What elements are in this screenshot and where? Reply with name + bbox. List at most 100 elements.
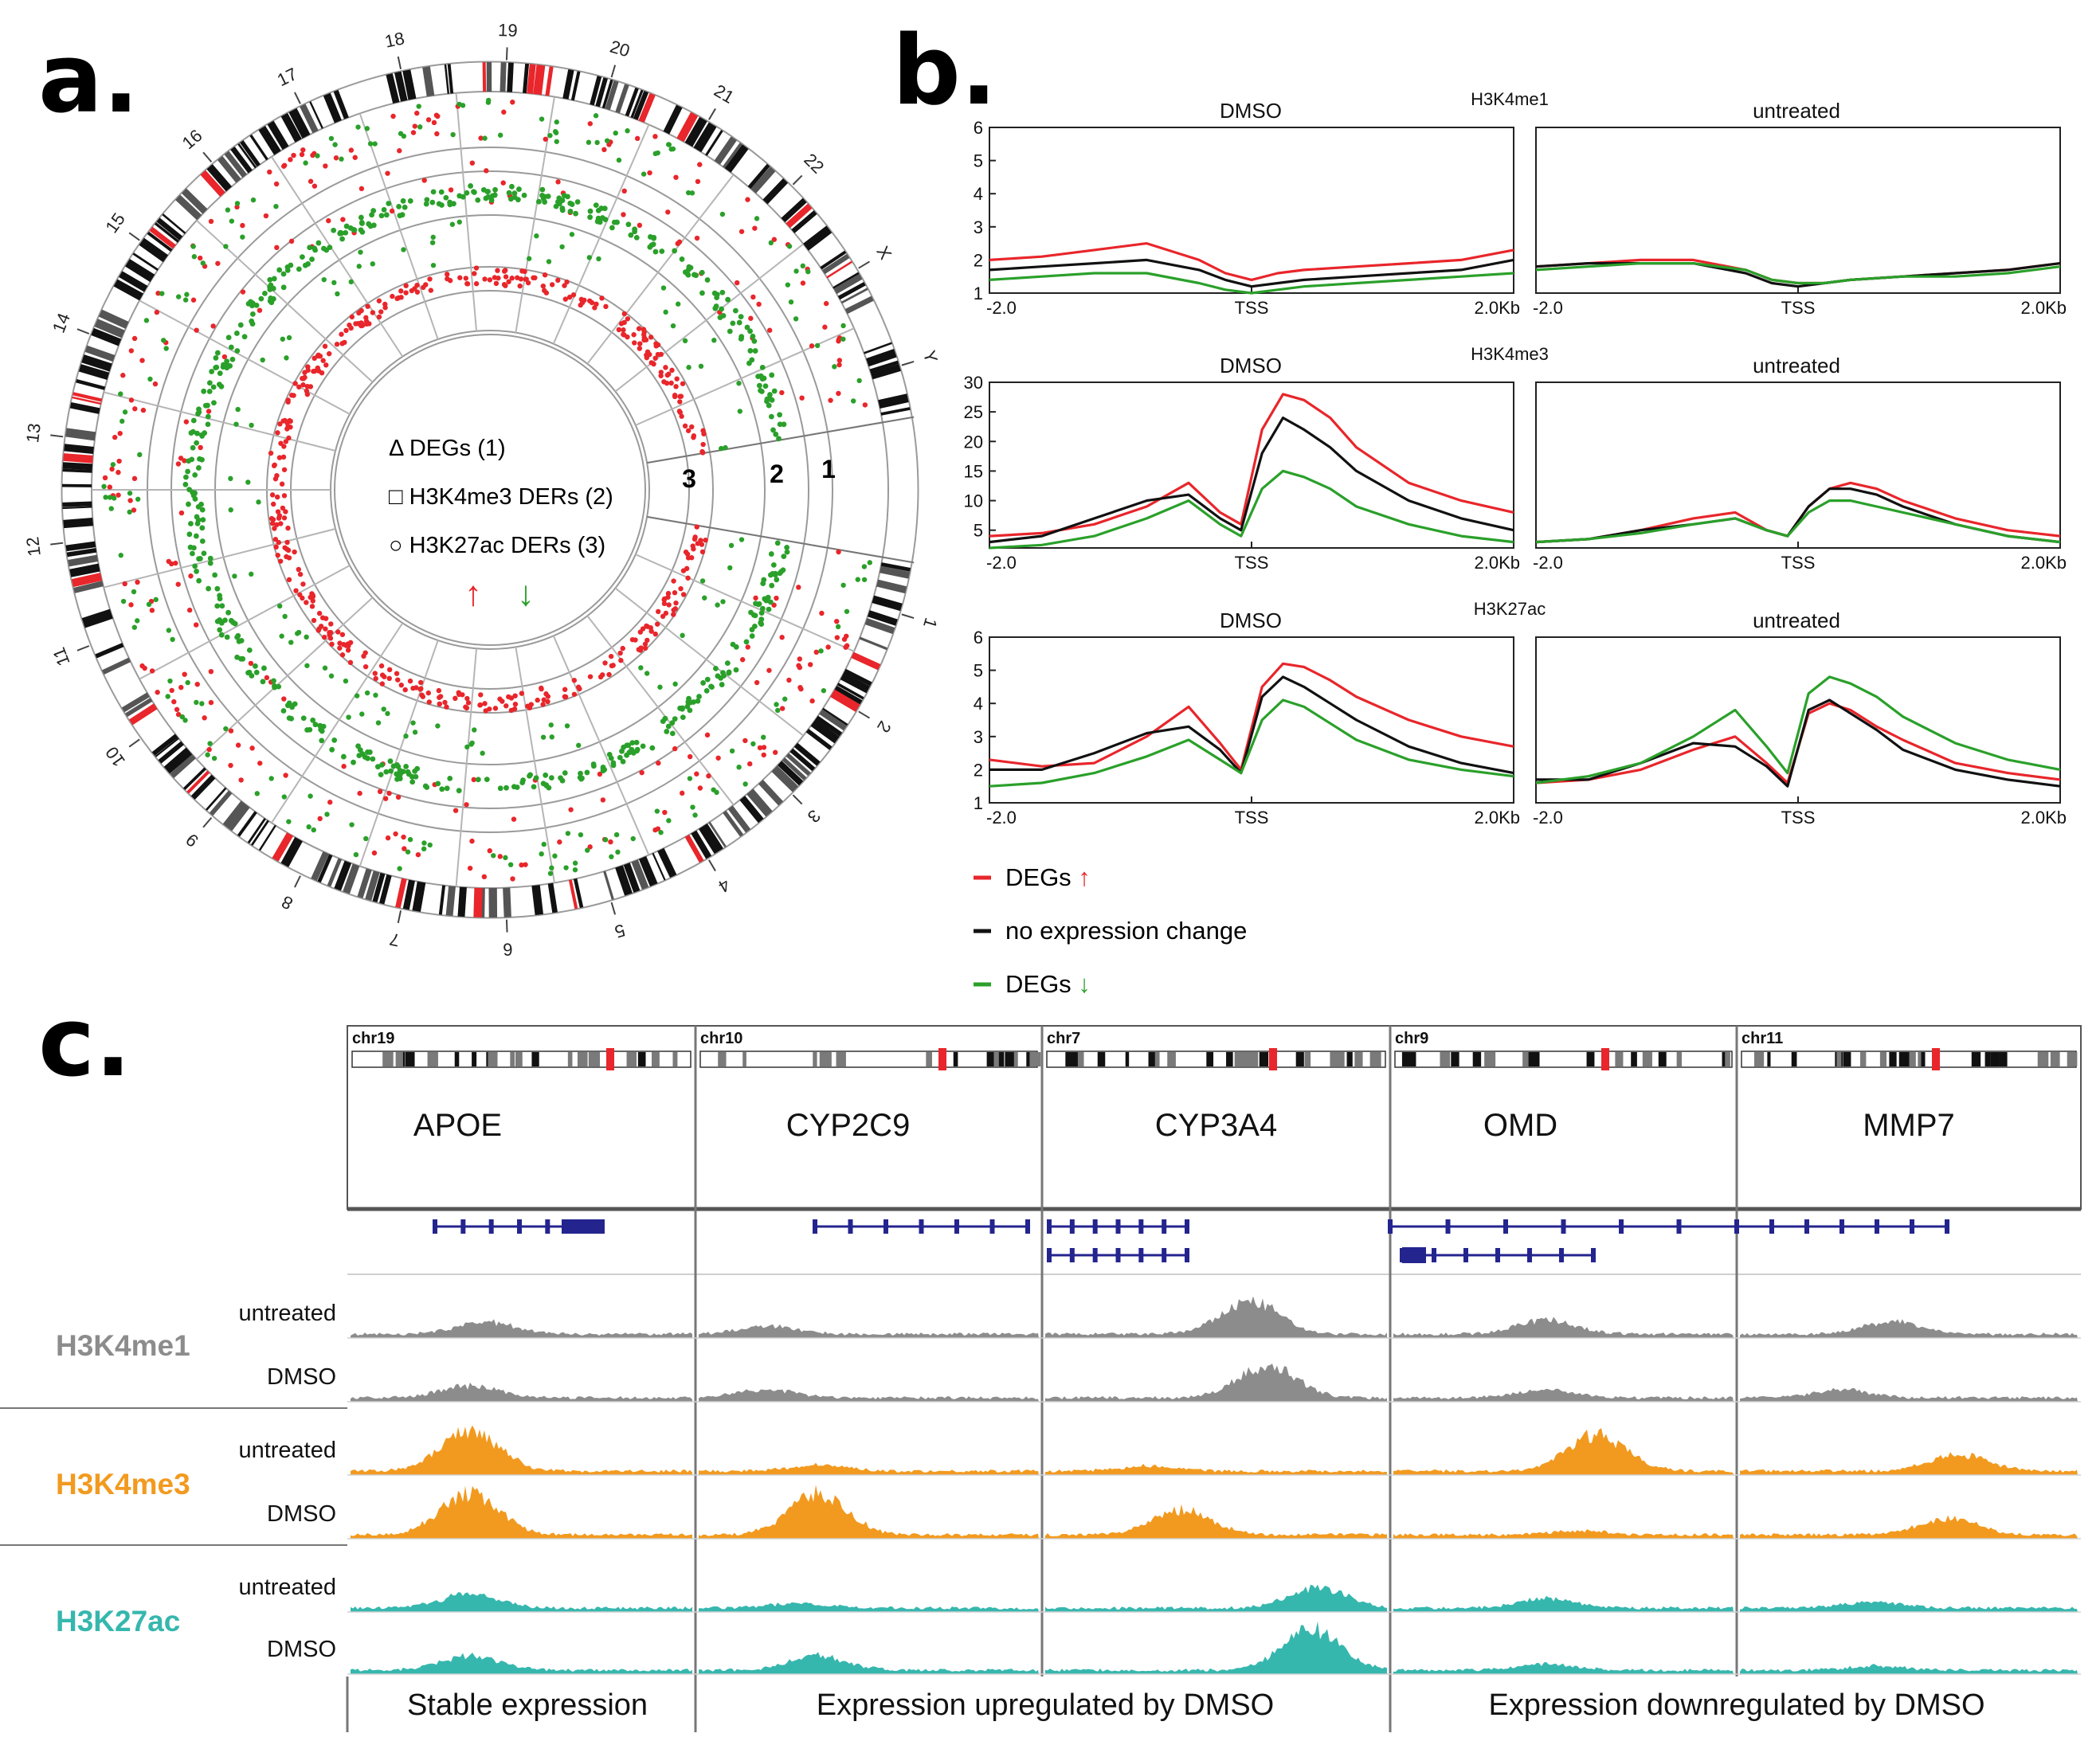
h3k4me3-up-point: [739, 657, 746, 663]
ideogram-band: [805, 728, 833, 750]
deg-down-point: [108, 506, 114, 511]
h3k4me3-up-point: [385, 170, 390, 176]
h3k4me3-down-point: [749, 357, 755, 363]
ideogram-band: [317, 854, 333, 883]
h3k4me3-down-point: [619, 748, 625, 754]
ideogram-band: [813, 1052, 817, 1066]
h3k27ac-down-point: [680, 632, 685, 639]
ideogram-band: [182, 767, 206, 790]
h3k27ac-down-point: [284, 355, 289, 361]
h3k27ac-up-point: [276, 455, 283, 460]
h3k27ac-down-point: [711, 338, 717, 343]
h3k27ac-up-point: [428, 288, 434, 293]
h3k4me3-down-point: [747, 348, 754, 354]
deg-up-point: [836, 362, 842, 368]
h3k27ac-up-point: [283, 439, 289, 444]
deg-down-point: [308, 793, 313, 799]
chromosome-label: 21: [711, 80, 738, 108]
chromosome-tick: [610, 65, 617, 78]
h3k27ac-down-point: [464, 744, 470, 750]
ideogram-band: [217, 155, 241, 183]
h3k27ac-up-point: [652, 355, 658, 361]
h3k4me3-down-point: [388, 768, 394, 774]
h3k4me3-down-point: [374, 764, 381, 770]
h3k4me3-down-point: [743, 639, 750, 645]
ideogram-band: [247, 817, 266, 844]
chromosome-label: 12: [22, 536, 45, 558]
coverage-track: [1740, 1664, 2078, 1674]
deg-up-point: [862, 402, 868, 408]
h3k4me3-down-point: [253, 302, 260, 308]
h3k4me3-down-point: [300, 254, 305, 260]
chromosome-tick: [708, 108, 716, 120]
ideogram-band: [723, 810, 744, 837]
h3k4me3-down-point: [182, 481, 189, 487]
deg-down-point: [692, 812, 698, 818]
coverage-track: [1740, 1601, 2078, 1612]
deg-down-point: [223, 244, 229, 249]
histone-mark-label: H3K4me1: [56, 1329, 190, 1362]
h3k4me3-down-point: [424, 197, 430, 203]
h3k27ac-up-point: [539, 686, 544, 692]
ideogram-band: [2037, 1052, 2049, 1066]
ideogram-band: [121, 692, 150, 713]
ideogram-band: [1125, 1052, 1130, 1066]
deg-down-point: [485, 100, 492, 105]
coverage-track: [351, 1592, 692, 1612]
h3k4me3-down-point: [400, 198, 406, 204]
h3k27ac-up-point: [372, 671, 378, 676]
ideogram-band: [482, 62, 487, 92]
ideogram-band: [864, 342, 892, 354]
deg-up-point: [198, 255, 203, 261]
y-tick-label: 3: [974, 217, 983, 237]
h3k4me3-down-point: [217, 596, 223, 602]
series-line-2: [989, 469, 1514, 550]
ideogram-band: [488, 1052, 498, 1066]
h3k27ac-up-point: [291, 393, 296, 398]
deg-up-point: [112, 434, 118, 440]
deg-up-point: [317, 816, 323, 822]
h3k27ac-up-point: [425, 690, 431, 696]
h3k4me3-down-point: [245, 300, 252, 307]
h3k27ac-down-point: [249, 422, 254, 428]
h3k27ac-down-point: [737, 409, 743, 414]
h3k4me3-down-point: [407, 198, 413, 204]
h3k4me3-down-point: [760, 581, 766, 587]
ideogram-band: [1065, 1052, 1075, 1066]
h3k27ac-up-point: [679, 413, 684, 419]
h3k27ac-down-point: [364, 690, 370, 696]
h3k27ac-up-point: [578, 302, 583, 308]
h3k27ac-up-point: [655, 608, 661, 615]
h3k27ac-up-point: [528, 702, 534, 707]
h3k4me3-down-point: [699, 269, 705, 276]
coverage-track: [699, 1485, 1039, 1539]
h3k27ac-up-point: [638, 645, 644, 651]
ideogram-band: [230, 146, 253, 174]
deg-down-point: [482, 135, 488, 141]
deg-up-point: [240, 222, 245, 229]
h3k4me3-up-point: [672, 745, 678, 752]
ideogram-band: [590, 76, 602, 106]
h3k4me3-down-point: [358, 214, 364, 221]
h3k27ac-up-point: [506, 279, 511, 284]
h3k4me3-down-point: [233, 331, 240, 336]
h3k27ac-down-point: [354, 693, 360, 698]
h3k4me3-down-point: [194, 430, 200, 436]
h3k27ac-up-point: [347, 640, 354, 646]
deg-down-point: [572, 867, 578, 873]
h3k27ac-down-point: [564, 723, 570, 729]
h3k27ac-up-point: [473, 281, 480, 287]
footer-label-up: Expression upregulated by DMSO: [817, 1688, 1275, 1722]
h3k27ac-down-point: [682, 338, 688, 344]
h3k4me3-up-point: [464, 802, 469, 808]
h3k4me3-down-point: [414, 765, 421, 772]
deg-up-point: [652, 134, 658, 139]
h3k4me3-down-point: [767, 599, 774, 605]
ideogram-band: [926, 1052, 932, 1066]
chromosome-tick: [397, 56, 402, 69]
ideogram-band: [782, 757, 807, 781]
deg-up-point: [175, 711, 182, 718]
ideogram-band: [2050, 1052, 2060, 1066]
h3k4me3-down-point: [515, 197, 521, 203]
